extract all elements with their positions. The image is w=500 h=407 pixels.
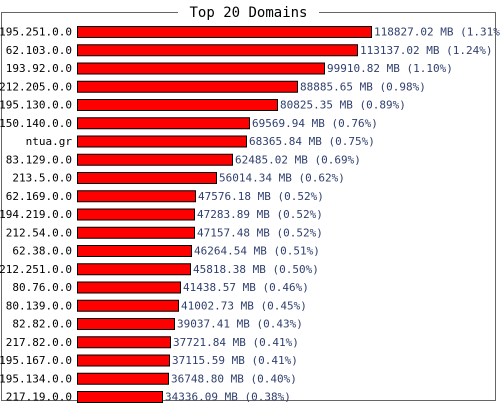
data-label: 62485.02 MB (0.69%) xyxy=(235,153,361,166)
data-label: 56014.34 MB (0.62%) xyxy=(219,172,345,185)
bar xyxy=(77,26,372,38)
data-label: 36748.80 MB (0.40%) xyxy=(171,372,297,385)
bar xyxy=(77,354,170,367)
category-label: 194.219.0.0 xyxy=(0,208,72,221)
data-label: 80825.35 MB (0.89%) xyxy=(280,99,406,112)
bar xyxy=(77,190,196,203)
data-label: 47576.18 MB (0.52%) xyxy=(198,190,324,203)
bar xyxy=(77,226,195,239)
bar xyxy=(77,80,298,93)
data-label: 34336.09 MB (0.38%) xyxy=(165,391,291,404)
bar xyxy=(77,117,250,130)
category-label: ntua.gr xyxy=(26,135,73,148)
data-label: 47157.48 MB (0.52%) xyxy=(197,226,323,239)
category-label: 80.139.0.0 xyxy=(6,299,72,312)
data-label: 113137.02 MB (1.24%) xyxy=(360,44,492,57)
bars-layer: 195.251.0.0 118827.02 MB (1.31%) 62.103.0.… xyxy=(0,26,500,404)
category-label: 212.251.0.0 xyxy=(0,263,72,276)
category-label: 195.167.0.0 xyxy=(0,354,72,367)
category-label: 62.38.0.0 xyxy=(12,245,72,258)
chart-title-backdrop xyxy=(178,4,319,20)
category-label: 62.169.0.0 xyxy=(6,190,72,203)
category-label: 217.82.0.0 xyxy=(6,336,72,349)
data-label: 46264.54 MB (0.51%) xyxy=(194,245,320,258)
data-label: 39037.41 MB (0.43%) xyxy=(177,318,303,331)
category-label: 83.129.0.0 xyxy=(6,153,72,166)
bar xyxy=(77,208,195,221)
category-label: 213.5.0.0 xyxy=(12,172,72,185)
bar xyxy=(77,44,358,57)
category-label: 193.92.0.0 xyxy=(6,62,72,75)
category-label: 217.19.0.0 xyxy=(6,391,72,404)
data-label: 118827.02 MB (1.31%) xyxy=(374,26,500,39)
bar xyxy=(77,391,163,403)
data-label: 68365.84 MB (0.75%) xyxy=(249,135,375,148)
category-label: 212.54.0.0 xyxy=(6,226,72,239)
data-label: 41438.57 MB (0.46%) xyxy=(183,281,309,294)
bar xyxy=(77,336,171,349)
category-label: 212.205.0.0 xyxy=(0,80,72,93)
category-label: 195.251.0.0 xyxy=(0,26,72,39)
bar xyxy=(77,372,169,385)
data-label: 88885.65 MB (0.98%) xyxy=(300,80,426,93)
data-label: 41002.73 MB (0.45%) xyxy=(181,299,307,312)
category-label: 195.130.0.0 xyxy=(0,99,72,112)
category-label: 150.140.0.0 xyxy=(0,117,72,130)
chart-title: Top 20 Domains xyxy=(189,5,307,21)
category-label: 62.103.0.0 xyxy=(6,44,72,57)
category-label: 195.134.0.0 xyxy=(0,372,72,385)
bar xyxy=(77,135,247,148)
category-label: 82.82.0.0 xyxy=(12,318,72,331)
data-label: 37721.84 MB (0.41%) xyxy=(173,336,299,349)
data-label: 37115.59 MB (0.41%) xyxy=(172,354,298,367)
data-label: 47283.89 MB (0.52%) xyxy=(197,208,323,221)
data-label: 45818.38 MB (0.50%) xyxy=(193,263,319,276)
bar xyxy=(77,299,179,312)
data-label: 99910.82 MB (1.10%) xyxy=(327,62,453,75)
data-label: 69569.94 MB (0.76%) xyxy=(252,117,378,130)
bar xyxy=(77,245,192,257)
bar xyxy=(77,263,191,276)
bar xyxy=(77,172,217,184)
bar xyxy=(77,62,325,75)
bar xyxy=(77,99,278,111)
bar xyxy=(77,281,181,294)
category-label: 80.76.0.0 xyxy=(12,281,72,294)
bar xyxy=(77,153,233,166)
bar xyxy=(77,318,175,330)
